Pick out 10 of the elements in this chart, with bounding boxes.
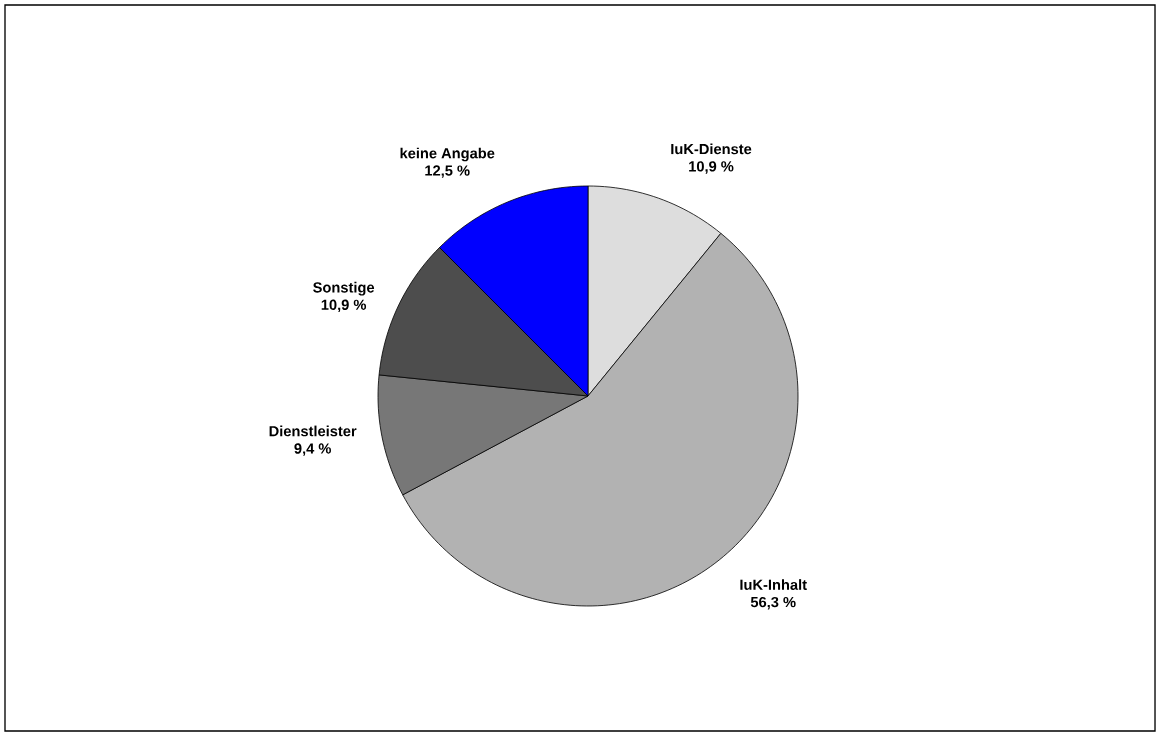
slice-label: keine Angabe — [400, 147, 495, 162]
data-label: 56,3 % — [750, 596, 796, 610]
slice-label: Dienstleister — [269, 425, 357, 437]
data-label: 9,4 % — [294, 443, 331, 456]
slice-label: IuK-Dienste — [671, 143, 752, 155]
data-label: 12,5 % — [425, 165, 470, 178]
data-label: 10,9 % — [689, 161, 734, 174]
slice-label: Sonstige — [313, 281, 375, 296]
data-label: 10,9 % — [321, 299, 367, 313]
slice-label: IuK-Inhalt — [740, 579, 807, 590]
